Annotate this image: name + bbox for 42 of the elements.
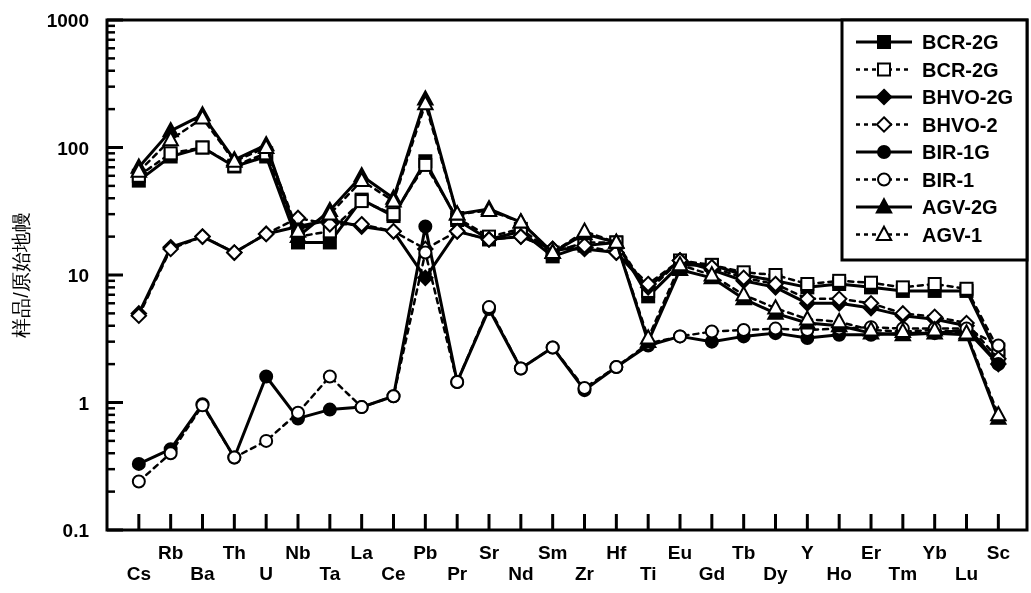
x-tick-label: Pb (413, 542, 438, 563)
legend-label: BIR-1 (922, 168, 975, 191)
y-tick-label: 100 (57, 137, 89, 159)
x-tick-label: Y (801, 542, 814, 563)
y-tick-label: 1000 (46, 10, 89, 31)
x-tick-label: Ti (639, 563, 657, 584)
x-tick-label: Sm (537, 542, 568, 563)
legend-label: BHVO-2G (922, 86, 1014, 108)
x-tick-label: Yb (922, 542, 947, 563)
x-tick-label: Sc (986, 542, 1011, 563)
x-tick-label: Dy (763, 563, 789, 584)
legend-label: AGV-1 (922, 223, 983, 246)
x-tick-label: Ho (826, 563, 852, 584)
x-tick-label: Er (860, 542, 882, 563)
y-axis-title: 样品/原始地幔 (10, 212, 32, 338)
x-tick-label: Pr (447, 563, 468, 584)
x-tick-label: Nd (508, 563, 534, 584)
x-tick-label: Hf (606, 542, 628, 563)
y-tick-label: 10 (67, 265, 89, 286)
x-tick-label: Th (222, 542, 246, 563)
x-tick-label: Tm (888, 563, 918, 584)
legend-label: AGV-2G (922, 196, 998, 218)
x-tick-label: Tb (732, 542, 756, 563)
x-tick-label: Rb (158, 542, 184, 563)
legend-label: BHVO-2 (922, 113, 998, 136)
x-tick-label: U (259, 563, 274, 584)
x-tick-label: Sr (478, 542, 500, 563)
legend-label: BIR-1G (922, 141, 990, 163)
x-tick-label: Ba (190, 563, 216, 584)
legend-label: BCR-2G (922, 58, 999, 81)
x-tick-label: Nb (285, 542, 311, 563)
x-tick-label: Eu (667, 542, 693, 563)
x-tick-label: Ce (381, 563, 406, 584)
x-tick-label: Gd (698, 563, 726, 584)
x-tick-label: Ta (319, 563, 341, 584)
y-tick-label: 0.1 (62, 520, 90, 541)
x-tick-label: Zr (575, 563, 595, 584)
x-tick-label: Cs (126, 563, 151, 584)
x-tick-label: La (350, 542, 374, 563)
y-tick-label: 1 (78, 392, 90, 414)
x-tick-label: Lu (954, 563, 979, 584)
legend-label: BCR-2G (922, 31, 999, 53)
